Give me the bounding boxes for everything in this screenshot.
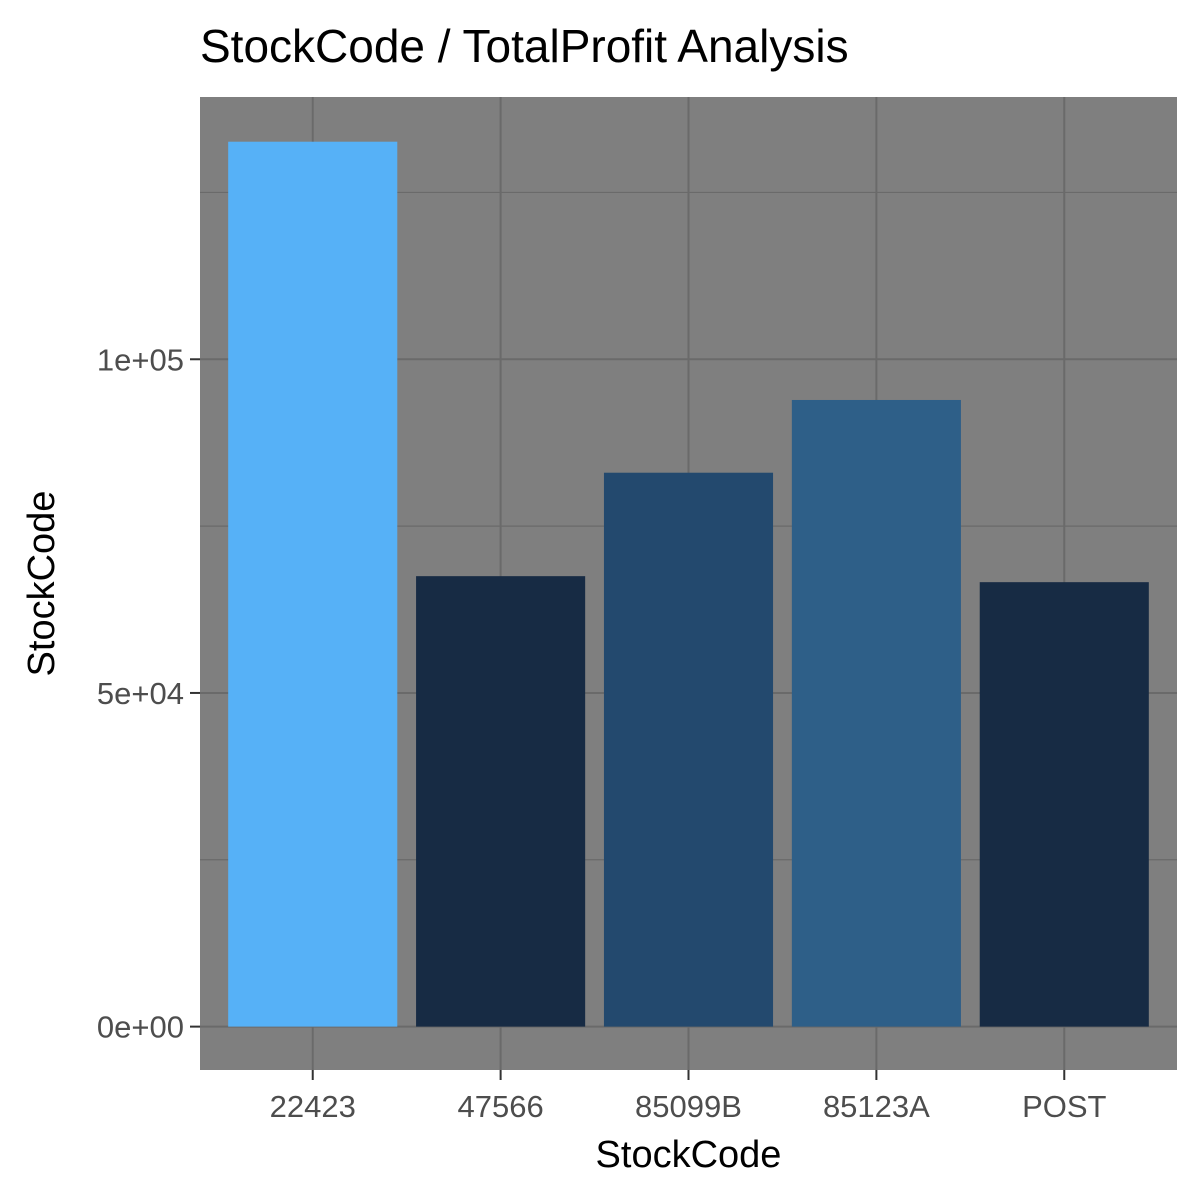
y-tick-label: 1e+05 bbox=[97, 342, 184, 377]
y-axis-label: StockCode bbox=[21, 491, 63, 677]
y-axis: 0e+00 5e+04 1e+05 bbox=[97, 342, 200, 1045]
y-tick-label: 0e+00 bbox=[97, 1010, 184, 1045]
bar-22423 bbox=[228, 141, 398, 1027]
y-tick-label: 5e+04 bbox=[97, 676, 184, 711]
bar-85099B bbox=[603, 472, 774, 1027]
x-axis-label: StockCode bbox=[596, 1134, 782, 1176]
x-tick-label: 85099B bbox=[635, 1089, 742, 1124]
bars-group bbox=[228, 141, 1149, 1027]
x-tick-label: POST bbox=[1022, 1089, 1106, 1124]
chart-title: StockCode / TotalProfit Analysis bbox=[200, 20, 849, 72]
bar-85123A bbox=[791, 399, 961, 1027]
bar-47566 bbox=[416, 576, 586, 1027]
x-axis: 22423 47566 85099B 85123A POST bbox=[270, 1070, 1107, 1124]
x-tick-label: 22423 bbox=[270, 1089, 356, 1124]
x-tick-label: 85123A bbox=[823, 1089, 930, 1124]
x-tick-label: 47566 bbox=[458, 1089, 544, 1124]
bar-POST bbox=[979, 582, 1149, 1027]
